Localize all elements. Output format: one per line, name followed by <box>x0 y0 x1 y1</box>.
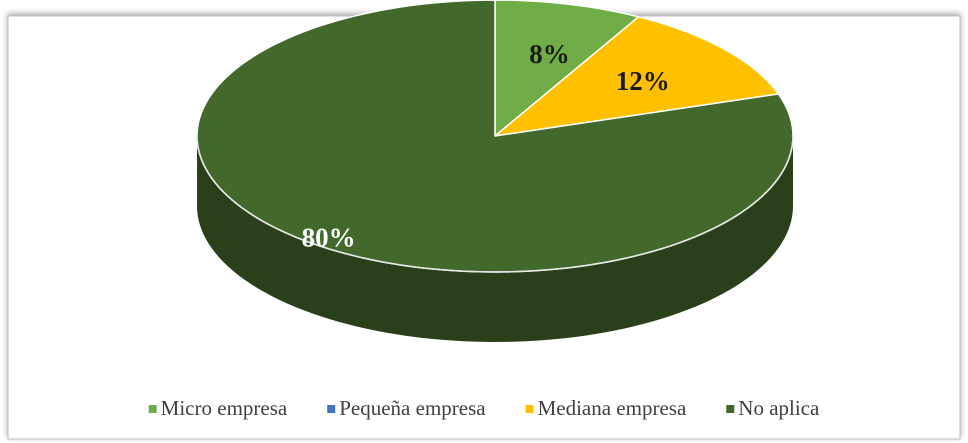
data-label: 80% <box>302 223 356 253</box>
pie-slice <box>494 16 780 137</box>
legend-label: No aplica <box>738 396 820 420</box>
legend-swatch <box>726 405 735 413</box>
pie-side <box>197 136 793 342</box>
data-label: 12% <box>616 66 670 96</box>
legend-swatch <box>148 405 157 413</box>
legend-swatch <box>327 405 336 413</box>
legend-label: Pequeña empresa <box>339 396 486 420</box>
legend: Micro empresa Pequeña empresa Mediana empr… <box>148 396 820 420</box>
data-label: 8% <box>529 39 570 69</box>
pie-rim <box>196 135 794 273</box>
legend-swatch <box>525 405 534 413</box>
legend-label: Micro empresa <box>161 396 288 420</box>
pie-slice <box>494 0 640 137</box>
legend-label: Mediana empresa <box>538 396 687 420</box>
